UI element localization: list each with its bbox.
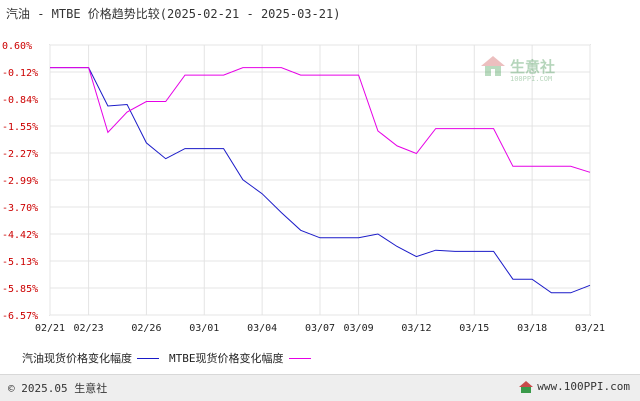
x-tick-label: 03/21	[575, 323, 605, 334]
y-tick-label: -3.70%	[2, 203, 38, 214]
house-logo-icon	[481, 56, 505, 76]
legend-label-mtbe: MTBE现货价格变化幅度	[169, 352, 284, 365]
y-tick-label: 0.60%	[2, 41, 32, 52]
x-tick-label: 03/18	[517, 323, 547, 334]
watermark-site: 100PPI.COM	[510, 75, 553, 83]
watermark-brand: 生意社	[510, 57, 556, 76]
x-tick-label: 03/07	[305, 323, 335, 334]
y-tick-label: -4.42%	[2, 230, 38, 241]
site-link-wrap: www.100PPI.com	[519, 380, 630, 393]
y-tick-label: -0.12%	[2, 68, 38, 79]
x-tick-label: 03/04	[247, 323, 277, 334]
y-axis-ticks: 0.60% -0.12% -0.84% -1.55% -2.27% -2.99% -3.70…	[2, 41, 38, 322]
y-tick-label: -5.13%	[2, 257, 38, 268]
y-tick-label: -1.55%	[2, 122, 38, 133]
x-tick-label: 02/21	[35, 323, 65, 334]
series-lines	[50, 67, 591, 294]
x-tick-label: 03/15	[459, 323, 489, 334]
y-tick-label: -5.85%	[2, 284, 38, 295]
series-line-gasoline	[50, 67, 591, 294]
y-tick-label: -2.99%	[2, 176, 38, 187]
watermark: 生意社 100PPI.COM	[480, 55, 556, 83]
copyright: © 2025.05 生意社	[8, 382, 108, 395]
y-tick-label: -2.27%	[2, 149, 38, 160]
footer: © 2025.05 生意社 www.100PPI.com	[0, 374, 640, 401]
legend-label-gasoline: 汽油现货价格变化幅度	[22, 352, 132, 365]
x-tick-label: 03/12	[401, 323, 431, 334]
series-line-mtbe	[50, 67, 591, 173]
site-link[interactable]: www.100PPI.com	[537, 380, 630, 393]
legend: 汽油现货价格变化幅度 MTBE现货价格变化幅度	[22, 350, 321, 366]
x-tick-label: 03/01	[189, 323, 219, 334]
x-tick-label: 03/09	[344, 323, 374, 334]
grid-lines	[49, 44, 591, 316]
y-tick-label: -0.84%	[2, 95, 38, 106]
chart-title: 汽油 - MTBE 价格趋势比较(2025-02-21 - 2025-03-21…	[6, 7, 341, 21]
legend-swatch-gasoline	[137, 357, 159, 359]
legend-swatch-mtbe	[288, 357, 311, 359]
y-tick-label: -6.57%	[2, 311, 38, 322]
x-tick-label: 02/23	[74, 323, 104, 334]
line-chart: 0.60% -0.12% -0.84% -1.55% -2.27% -2.99% -3.70…	[2, 41, 605, 334]
house-small-icon	[519, 380, 534, 393]
x-tick-label: 02/26	[131, 323, 161, 334]
x-axis-ticks: 02/21 02/23 02/26 03/01 03/04 03/07 03/09 03/12…	[35, 323, 605, 334]
